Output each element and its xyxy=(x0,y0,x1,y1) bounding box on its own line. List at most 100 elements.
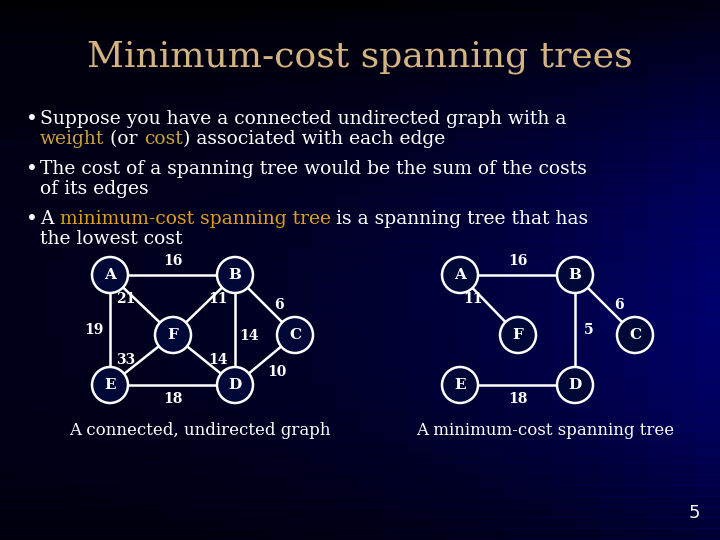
Bar xyxy=(0,280,720,292)
Bar xyxy=(0,161,720,173)
Bar xyxy=(0,10,720,22)
Bar xyxy=(0,409,720,421)
Bar xyxy=(0,193,720,205)
Text: ) associated with each edge: ) associated with each edge xyxy=(183,130,445,148)
Bar xyxy=(0,0,600,540)
Bar xyxy=(0,345,720,356)
Bar xyxy=(0,474,720,486)
Bar xyxy=(0,388,720,400)
Text: •: • xyxy=(26,210,38,229)
Text: weight: weight xyxy=(40,130,104,148)
Text: E: E xyxy=(454,378,466,392)
Bar xyxy=(0,366,720,378)
Text: minimum-cost spanning tree: minimum-cost spanning tree xyxy=(60,210,330,228)
Text: C: C xyxy=(629,328,641,342)
Text: •: • xyxy=(26,160,38,179)
Bar xyxy=(0,0,456,540)
Bar xyxy=(0,528,720,540)
Text: 14: 14 xyxy=(239,329,258,343)
Bar xyxy=(0,312,720,324)
Bar xyxy=(0,485,720,497)
Bar xyxy=(0,301,720,313)
Bar xyxy=(0,0,120,540)
Bar xyxy=(0,0,384,540)
Bar xyxy=(0,0,192,540)
Bar xyxy=(0,139,720,151)
Bar xyxy=(0,388,720,400)
Bar xyxy=(0,517,720,529)
Circle shape xyxy=(217,367,253,403)
Text: cost: cost xyxy=(144,130,183,148)
Text: 5: 5 xyxy=(584,323,594,337)
Bar xyxy=(0,0,528,540)
Bar xyxy=(0,0,96,540)
Bar xyxy=(0,64,720,76)
Text: 16: 16 xyxy=(508,254,527,268)
Bar xyxy=(0,215,720,227)
Text: (or: (or xyxy=(104,130,144,148)
Bar xyxy=(0,463,720,475)
Text: is a spanning tree that has: is a spanning tree that has xyxy=(330,210,589,228)
Bar xyxy=(0,420,720,432)
Text: 33: 33 xyxy=(116,353,135,367)
Bar xyxy=(0,345,720,356)
Text: D: D xyxy=(568,378,582,392)
Bar xyxy=(0,0,240,540)
Circle shape xyxy=(277,317,313,353)
Bar xyxy=(0,204,720,216)
Bar xyxy=(0,258,720,270)
Bar xyxy=(0,355,720,367)
Bar xyxy=(0,226,720,238)
Bar xyxy=(0,129,720,140)
Circle shape xyxy=(442,257,478,293)
Bar xyxy=(0,496,720,508)
Text: A: A xyxy=(40,210,60,228)
Bar xyxy=(0,0,168,540)
Bar xyxy=(0,118,720,130)
Text: F: F xyxy=(513,328,523,342)
Bar xyxy=(0,237,720,248)
Bar xyxy=(0,280,720,292)
Text: 10: 10 xyxy=(267,365,287,379)
Bar xyxy=(0,463,720,475)
Bar xyxy=(0,0,144,540)
Bar xyxy=(0,161,720,173)
Bar xyxy=(0,64,720,76)
Text: 18: 18 xyxy=(508,392,527,406)
Text: D: D xyxy=(228,378,242,392)
Bar xyxy=(0,42,720,54)
Text: B: B xyxy=(569,268,582,282)
Bar xyxy=(0,409,720,421)
Bar xyxy=(0,75,720,86)
Bar xyxy=(0,301,720,313)
Circle shape xyxy=(155,317,191,353)
Bar xyxy=(0,496,720,508)
Bar xyxy=(0,226,720,238)
Bar xyxy=(0,431,720,443)
Bar xyxy=(0,0,336,540)
Text: •: • xyxy=(26,110,38,129)
Bar xyxy=(0,107,720,119)
Text: A: A xyxy=(454,268,466,282)
Text: A: A xyxy=(104,268,116,282)
Bar xyxy=(0,0,48,540)
Text: 14: 14 xyxy=(208,353,228,367)
Bar xyxy=(0,269,720,281)
Text: 11: 11 xyxy=(208,292,228,306)
Bar xyxy=(0,0,480,540)
Circle shape xyxy=(92,367,128,403)
Text: the lowest cost: the lowest cost xyxy=(40,230,182,248)
Bar xyxy=(0,75,720,86)
Bar xyxy=(0,0,72,540)
Text: C: C xyxy=(289,328,301,342)
Bar xyxy=(0,0,552,540)
Text: 16: 16 xyxy=(163,254,182,268)
Circle shape xyxy=(92,257,128,293)
Bar xyxy=(0,0,288,540)
Text: 19: 19 xyxy=(84,323,104,337)
Bar xyxy=(0,377,720,389)
Bar xyxy=(0,53,720,65)
Bar xyxy=(0,129,720,140)
Text: Minimum-cost spanning trees: Minimum-cost spanning trees xyxy=(87,40,633,74)
Bar xyxy=(0,183,720,194)
